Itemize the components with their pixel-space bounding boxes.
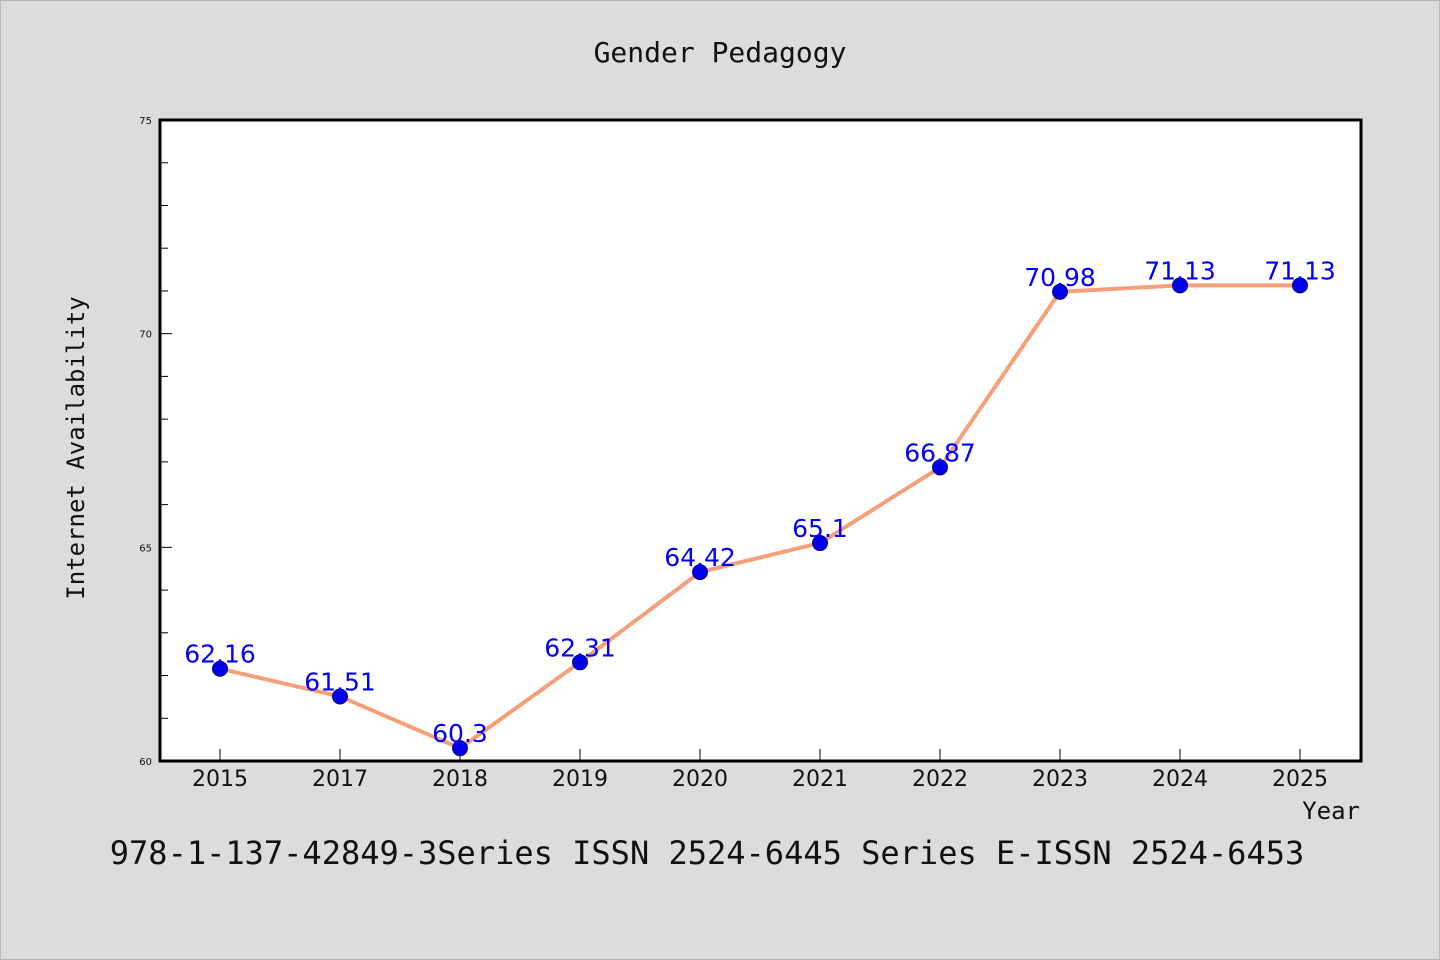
x-tick-label: 2017 bbox=[312, 767, 368, 792]
data-point-marker bbox=[452, 740, 468, 757]
x-tick-label: 2020 bbox=[672, 767, 728, 792]
data-point-marker bbox=[212, 660, 228, 677]
x-tick-label: 2019 bbox=[552, 767, 608, 792]
data-value-label: 65.1 bbox=[792, 514, 848, 543]
footer-isbn-text: 978-1-137-42849-3Series ISSN 2524-6445 S… bbox=[110, 834, 1304, 872]
data-point-marker bbox=[332, 688, 348, 705]
x-tick-label: 2023 bbox=[1032, 767, 1088, 792]
x-tick-label: 2015 bbox=[192, 767, 248, 792]
data-point-marker bbox=[1172, 277, 1188, 294]
data-value-label: 61.51 bbox=[304, 667, 376, 696]
chart-title: Gender Pedagogy bbox=[594, 36, 847, 69]
data-value-label: 60.3 bbox=[432, 719, 488, 748]
x-tick-label: 2025 bbox=[1272, 767, 1328, 792]
series-group: 62.16 61.51 60.3 62.31 64.42 65.1 66.87 70.98 71… bbox=[184, 256, 1336, 757]
y-tick-label: 65 bbox=[139, 543, 152, 554]
plot-area bbox=[158, 118, 1363, 763]
x-tick-label: 2018 bbox=[432, 767, 488, 792]
data-point-marker bbox=[692, 564, 708, 581]
y-tick-label: 70 bbox=[139, 330, 152, 341]
x-axis-label: Year bbox=[1302, 797, 1360, 825]
x-tick-label: 2021 bbox=[792, 767, 848, 792]
data-value-label: 64.42 bbox=[664, 543, 736, 572]
data-point-marker bbox=[812, 535, 828, 552]
data-point-marker bbox=[572, 654, 588, 671]
data-value-label: 71.13 bbox=[1264, 256, 1336, 285]
x-axis-ticks: 2015 2017 2018 2019 2020 2021 2022 2023 2024 2025 bbox=[192, 749, 1328, 792]
series-line bbox=[218, 283, 1302, 751]
data-value-label: 71.13 bbox=[1144, 256, 1216, 285]
data-point-marker bbox=[1292, 277, 1308, 294]
data-value-label: 66.87 bbox=[904, 438, 976, 467]
y-axis-label: Internet Availability bbox=[62, 296, 90, 599]
data-value-label: 70.98 bbox=[1024, 263, 1096, 292]
x-tick-label: 2022 bbox=[912, 767, 968, 792]
data-value-label: 62.16 bbox=[184, 640, 256, 669]
y-tick-label: 60 bbox=[139, 757, 152, 768]
y-tick-label: 75 bbox=[139, 116, 152, 127]
x-tick-label: 2024 bbox=[1152, 767, 1208, 792]
y-axis-ticks: 60 65 70 75 bbox=[139, 116, 172, 768]
data-point-marker bbox=[1052, 283, 1068, 300]
data-value-label: 62.31 bbox=[544, 633, 616, 662]
data-point-marker bbox=[932, 459, 948, 476]
